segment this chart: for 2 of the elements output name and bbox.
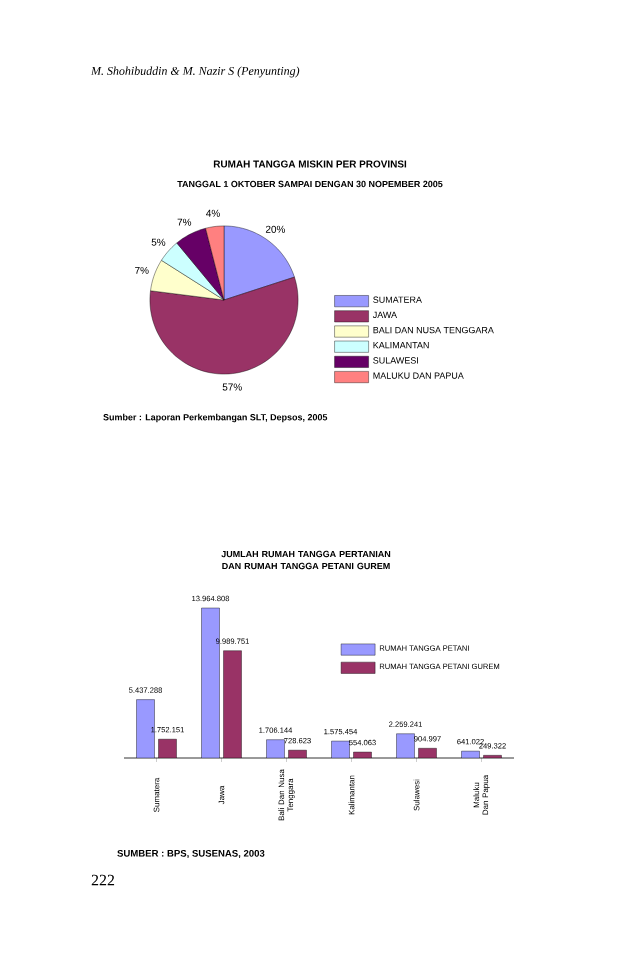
bar [201,607,220,759]
bar [136,699,155,759]
